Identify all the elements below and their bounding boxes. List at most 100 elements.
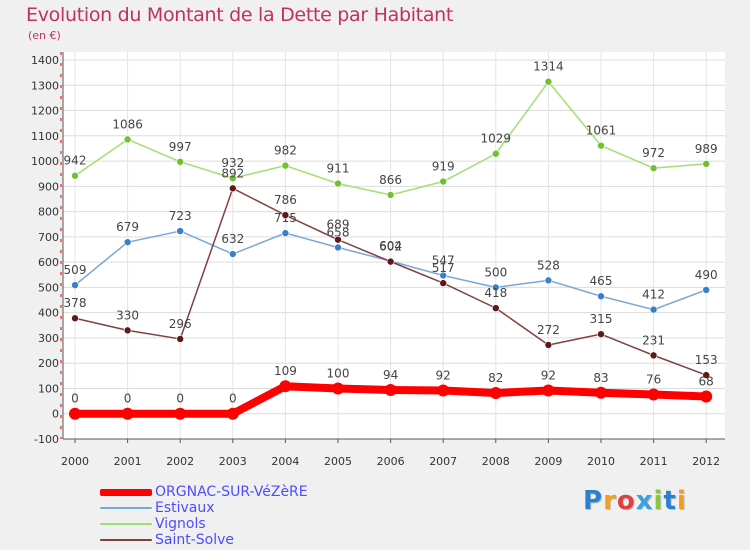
data-label-estivaux: 632: [221, 232, 244, 246]
data-label-saint-solve: 231: [642, 333, 665, 347]
data-label-orgnac-sur-v-z-re: 68: [699, 375, 714, 389]
y-tick-label: 200: [38, 357, 59, 370]
data-label-estivaux: 528: [537, 258, 560, 272]
data-point-orgnac-sur-v-z-re: [332, 382, 344, 395]
data-label-estivaux: 412: [642, 288, 665, 302]
legend-label: Estivaux: [155, 500, 215, 516]
x-tick-label: 2012: [692, 455, 720, 468]
x-tick-label: 2004: [271, 455, 299, 468]
x-tick-label: 2003: [219, 455, 247, 468]
data-point-saint-solve: [176, 335, 184, 343]
data-label-orgnac-sur-v-z-re: 92: [436, 368, 451, 382]
data-point-orgnac-sur-v-z-re: [489, 387, 502, 400]
data-point-orgnac-sur-v-z-re: [542, 384, 555, 397]
data-point-estivaux: [281, 229, 290, 237]
data-label-vignols: 989: [695, 142, 718, 156]
data-label-estivaux: 490: [695, 268, 718, 282]
data-label-estivaux: 509: [64, 263, 87, 277]
data-point-orgnac-sur-v-z-re: [437, 384, 450, 397]
data-label-vignols: 997: [169, 140, 192, 154]
data-label-estivaux: 723: [169, 209, 192, 223]
data-point-vignols: [176, 158, 184, 166]
x-tick-label: 2011: [640, 455, 668, 468]
data-label-orgnac-sur-v-z-re: 0: [176, 392, 184, 406]
data-label-estivaux: 658: [327, 225, 350, 239]
y-tick-label: 400: [38, 307, 59, 320]
legend-item: Saint-Solve: [100, 532, 308, 548]
data-point-saint-solve: [229, 184, 237, 193]
data-label-vignols: 1086: [112, 117, 143, 131]
x-tick-label: 2005: [324, 455, 352, 468]
legend-item: Estivaux: [100, 500, 308, 516]
data-point-saint-solve: [386, 257, 395, 266]
data-point-saint-solve: [439, 279, 448, 287]
data-label-saint-solve: 378: [64, 296, 87, 310]
legend-item: Vignols: [100, 516, 308, 532]
chart-unit-label: (en €): [28, 29, 61, 42]
data-point-saint-solve: [281, 211, 290, 219]
data-label-estivaux: 679: [116, 220, 139, 234]
data-point-estivaux: [123, 238, 132, 246]
chart-legend: ORGNAC-SUR-VéZèRE Estivaux Vignols Saint-So…: [100, 484, 308, 548]
data-label-saint-solve: 892: [221, 166, 244, 180]
legend-label: ORGNAC-SUR-VéZèRE: [155, 484, 308, 500]
y-tick-label: 1000: [31, 155, 59, 168]
data-point-vignols: [281, 161, 290, 170]
data-point-estivaux: [334, 243, 342, 252]
y-tick-label: 1300: [31, 79, 59, 92]
legend-label: Vignols: [155, 516, 206, 532]
data-label-orgnac-sur-v-z-re: 76: [646, 373, 661, 387]
data-point-vignols: [439, 177, 448, 186]
y-tick-label: 700: [38, 231, 59, 244]
data-label-orgnac-sur-v-z-re: 0: [229, 392, 237, 406]
data-point-orgnac-sur-v-z-re: [647, 388, 660, 401]
data-label-vignols: 1029: [481, 132, 512, 146]
y-tick-label: -100: [34, 433, 59, 446]
data-point-orgnac-sur-v-z-re: [384, 383, 397, 396]
data-label-vignols: 982: [274, 144, 297, 158]
x-tick-label: 2010: [587, 455, 615, 468]
data-point-saint-solve: [71, 314, 79, 323]
data-point-orgnac-sur-v-z-re: [226, 407, 239, 420]
data-point-estivaux: [597, 292, 605, 301]
y-tick-label: 500: [38, 281, 59, 294]
data-point-vignols: [386, 191, 395, 199]
data-label-saint-solve: 296: [169, 317, 192, 331]
data-label-saint-solve: 786: [274, 193, 297, 207]
data-label-estivaux: 547: [432, 254, 455, 268]
x-tick-label: 2009: [534, 455, 562, 468]
data-point-vignols: [123, 135, 132, 144]
data-label-estivaux: 604: [379, 239, 402, 253]
data-label-saint-solve: 602: [379, 240, 402, 254]
legend-swatch: [100, 488, 152, 496]
data-point-vignols: [71, 171, 79, 180]
data-point-orgnac-sur-v-z-re: [69, 407, 81, 420]
data-label-vignols: 911: [327, 162, 350, 176]
data-point-saint-solve: [544, 341, 553, 349]
y-tick-label: 1100: [31, 130, 59, 143]
legend-swatch: [100, 539, 152, 541]
y-tick-label: 100: [38, 382, 59, 395]
legend-swatch: [100, 523, 152, 525]
data-label-saint-solve: 153: [695, 353, 718, 367]
data-label-vignols: 942: [64, 154, 87, 168]
data-label-orgnac-sur-v-z-re: 94: [383, 368, 398, 382]
chart-title: Evolution du Montant de la Dette par Hab…: [26, 4, 454, 26]
data-label-vignols: 1314: [533, 60, 564, 74]
data-point-estivaux: [176, 227, 184, 235]
data-label-vignols: 932: [221, 156, 244, 170]
data-point-orgnac-sur-v-z-re: [121, 407, 134, 420]
data-point-estivaux: [71, 281, 79, 289]
data-point-orgnac-sur-v-z-re: [279, 380, 292, 393]
data-label-orgnac-sur-v-z-re: 83: [593, 371, 608, 385]
data-point-saint-solve: [597, 330, 605, 338]
data-point-orgnac-sur-v-z-re: [595, 386, 607, 399]
y-tick-label: 600: [38, 256, 59, 269]
y-tick-label: 300: [38, 332, 59, 345]
x-tick-label: 2001: [114, 455, 142, 468]
data-label-orgnac-sur-v-z-re: 109: [274, 364, 297, 378]
data-point-estivaux: [491, 283, 500, 292]
data-point-saint-solve: [491, 304, 500, 312]
data-point-estivaux: [702, 286, 711, 294]
